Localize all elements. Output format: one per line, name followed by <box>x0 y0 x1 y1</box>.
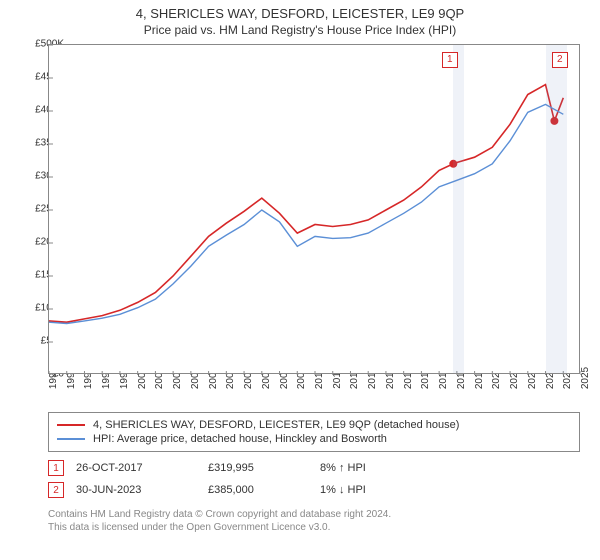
highlight-band <box>453 45 464 373</box>
transaction-date: 26-OCT-2017 <box>76 462 196 474</box>
highlight-band <box>546 45 567 373</box>
legend-label-hpi: HPI: Average price, detached house, Hinc… <box>93 433 387 445</box>
legend: 4, SHERICLES WAY, DESFORD, LEICESTER, LE… <box>48 412 580 452</box>
x-tick-label: 2025 <box>580 367 591 389</box>
chart-marker-badge: 2 <box>552 52 568 68</box>
chart-svg <box>49 45 581 375</box>
footer-line2: This data is licensed under the Open Gov… <box>48 521 580 534</box>
transaction-delta: 8% ↑ HPI <box>320 462 400 474</box>
footer-attribution: Contains HM Land Registry data © Crown c… <box>48 508 580 534</box>
transaction-price: £319,995 <box>208 462 308 474</box>
transaction-price: £385,000 <box>208 484 308 496</box>
transactions-table: 1 26-OCT-2017 £319,995 8% ↑ HPI 2 30-JUN… <box>48 454 580 504</box>
legend-swatch-property <box>57 424 85 426</box>
legend-row: HPI: Average price, detached house, Hinc… <box>57 433 571 445</box>
transaction-row: 2 30-JUN-2023 £385,000 1% ↓ HPI <box>48 482 580 498</box>
line-chart: 12 <box>48 44 580 374</box>
chart-title-block: 4, SHERICLES WAY, DESFORD, LEICESTER, LE… <box>0 0 600 39</box>
legend-swatch-hpi <box>57 438 85 440</box>
transaction-badge: 2 <box>48 482 64 498</box>
legend-label-property: 4, SHERICLES WAY, DESFORD, LEICESTER, LE… <box>93 419 459 431</box>
title-address: 4, SHERICLES WAY, DESFORD, LEICESTER, LE… <box>0 6 600 21</box>
series-hpi <box>49 104 563 323</box>
title-subtitle: Price paid vs. HM Land Registry's House … <box>0 23 600 37</box>
transaction-date: 30-JUN-2023 <box>76 484 196 496</box>
transaction-row: 1 26-OCT-2017 £319,995 8% ↑ HPI <box>48 460 580 476</box>
transaction-delta: 1% ↓ HPI <box>320 484 400 496</box>
legend-row: 4, SHERICLES WAY, DESFORD, LEICESTER, LE… <box>57 419 571 431</box>
series-property <box>49 85 563 323</box>
transaction-badge: 1 <box>48 460 64 476</box>
footer-line1: Contains HM Land Registry data © Crown c… <box>48 508 580 521</box>
chart-marker-badge: 1 <box>442 52 458 68</box>
